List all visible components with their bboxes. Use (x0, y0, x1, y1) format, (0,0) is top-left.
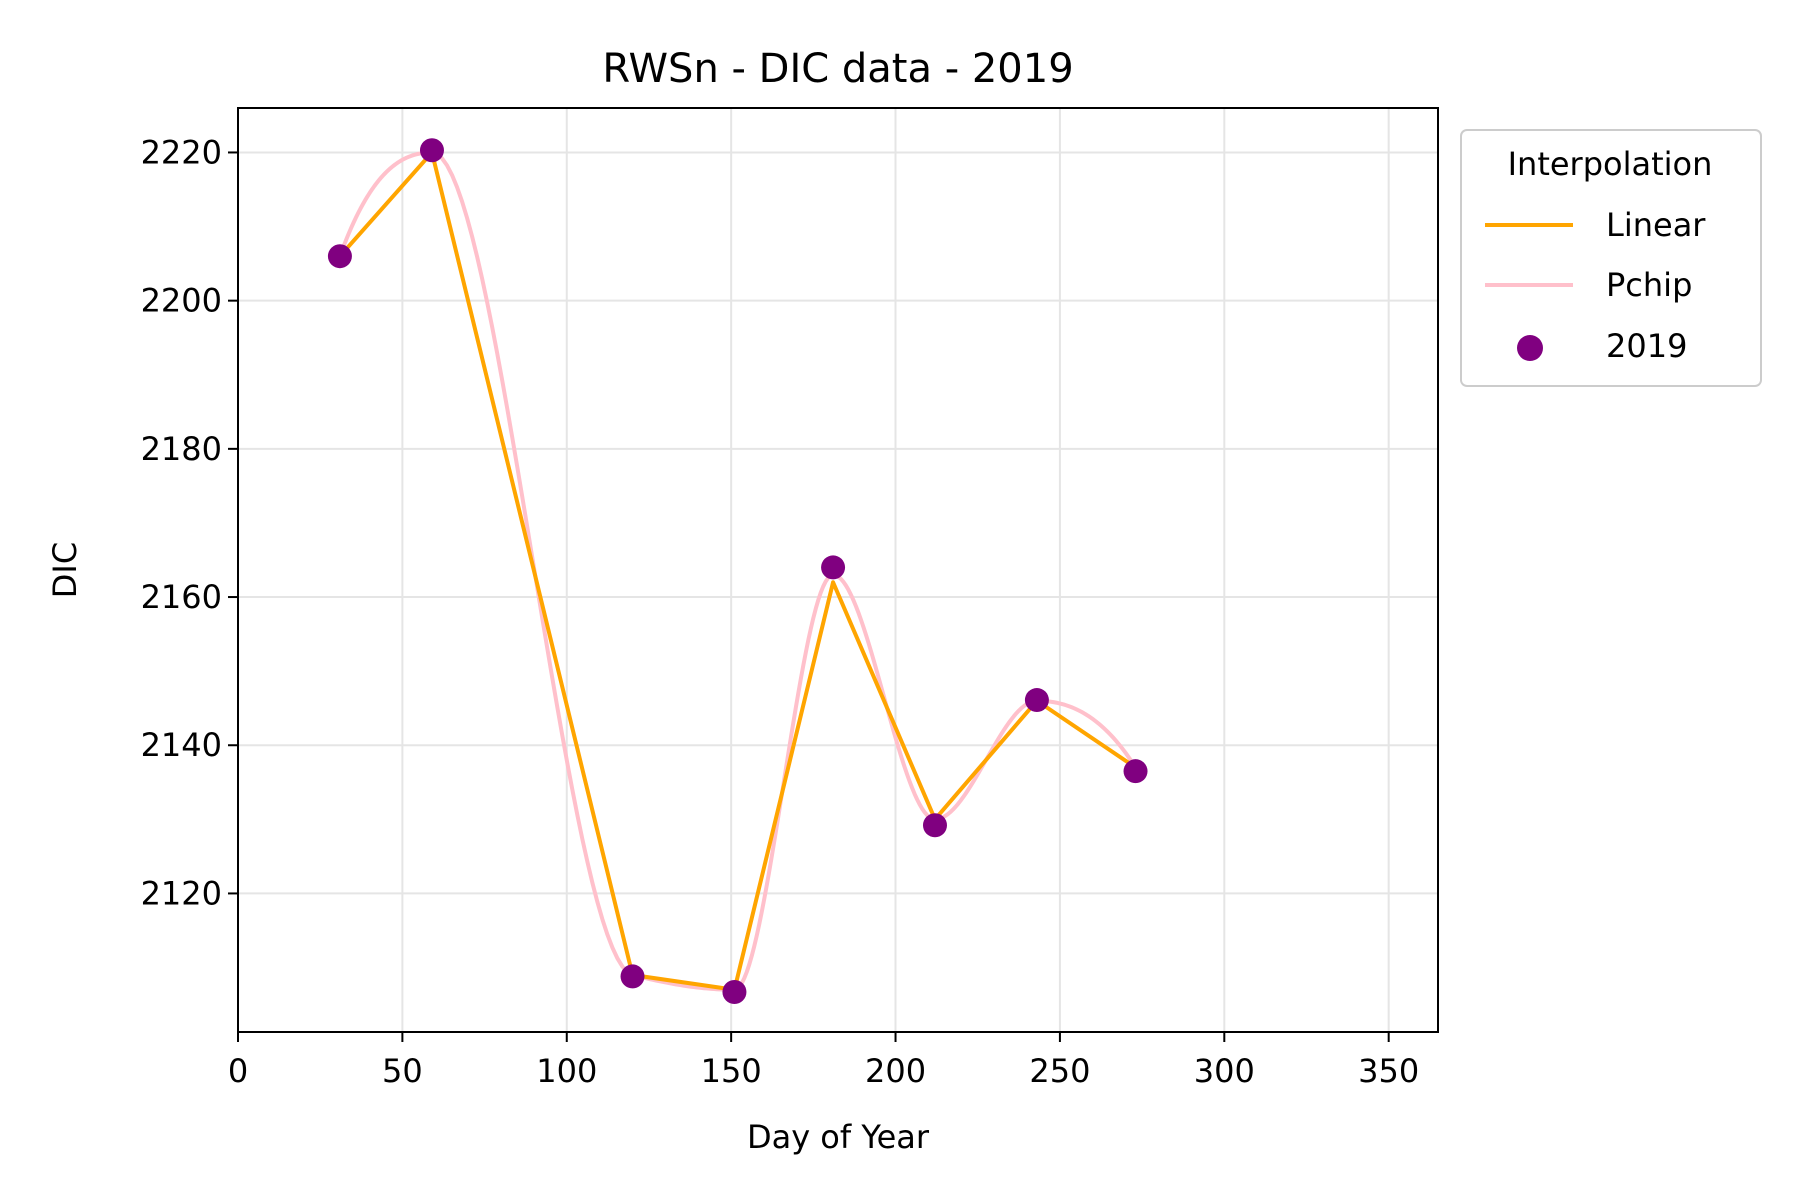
y-axis-label: DIC (46, 542, 84, 598)
x-tick-label: 200 (865, 1052, 926, 1090)
legend-label-pchip: Pchip (1606, 266, 1692, 304)
y-axis: 2120 2140 2160 2180 2200 2220 (141, 133, 238, 912)
plot-frame (237, 107, 1439, 1033)
chart-title: RWSn - DIC data - 2019 (602, 46, 1073, 92)
data-point (620, 964, 645, 989)
data-point (922, 813, 947, 838)
y-tick-label: 2180 (141, 430, 222, 468)
series-line-linear (338, 150, 1137, 992)
plot-lines (338, 150, 1138, 992)
y-tick-label: 2200 (141, 282, 222, 320)
data-point (1024, 688, 1049, 713)
data-point (722, 979, 747, 1004)
data-point (419, 138, 444, 163)
x-axis-label: Day of Year (747, 1118, 930, 1156)
y-tick-label: 2120 (141, 874, 222, 912)
x-tick-label: 250 (1029, 1052, 1090, 1090)
y-tick-label: 2160 (141, 578, 222, 616)
legend-box (1460, 129, 1762, 387)
x-tick-label: 0 (228, 1052, 248, 1090)
legend-swatch-2019 (1517, 335, 1543, 361)
x-tick-label: 300 (1194, 1052, 1255, 1090)
data-point (821, 555, 846, 580)
x-tick-label: 350 (1358, 1052, 1419, 1090)
x-tick-label: 50 (382, 1052, 423, 1090)
legend-label-2019: 2019 (1606, 327, 1687, 365)
x-tick-label: 150 (701, 1052, 762, 1090)
data-point (1123, 759, 1148, 784)
x-tick-label: 100 (536, 1052, 597, 1090)
x-axis: 0 50 100 150 200 250 300 350 (228, 1032, 1419, 1090)
plot-points (327, 138, 1148, 1004)
legend: Interpolation Linear Pchip 2019 (1460, 129, 1762, 387)
y-tick-label: 2140 (141, 726, 222, 764)
y-tick-label: 2220 (141, 133, 222, 171)
data-point (327, 244, 352, 269)
legend-title: Interpolation (1508, 145, 1713, 183)
legend-label-linear: Linear (1606, 206, 1706, 244)
